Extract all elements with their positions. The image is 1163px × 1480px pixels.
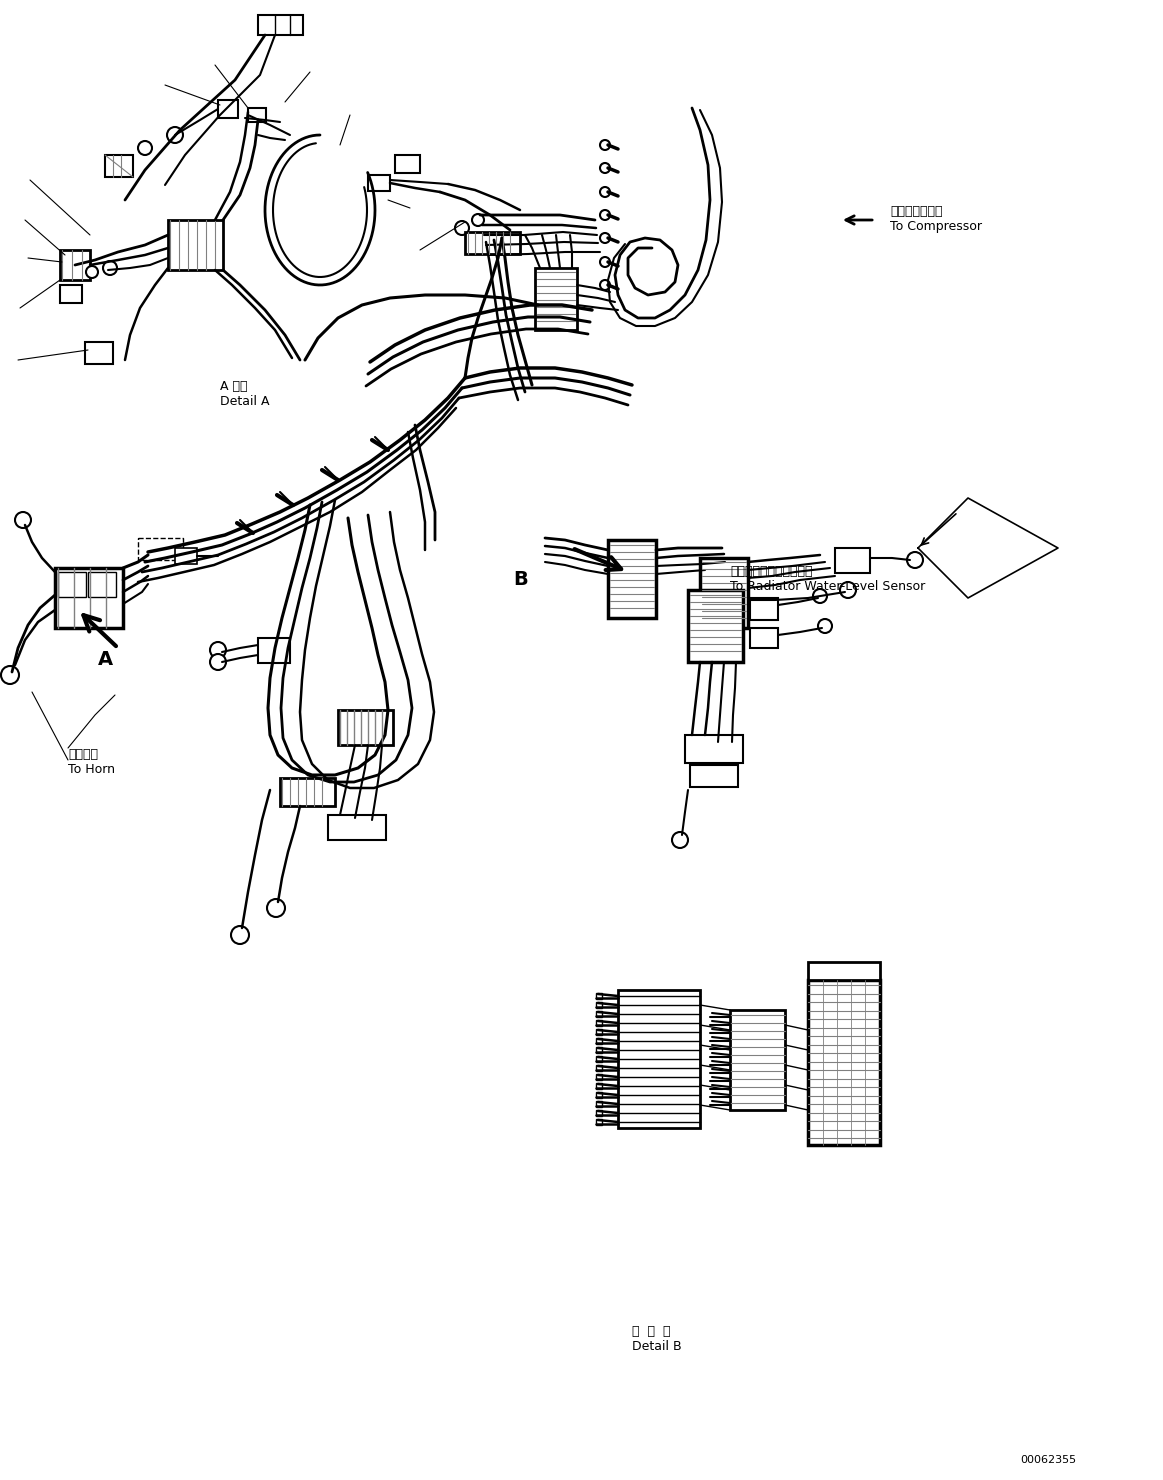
Circle shape bbox=[600, 210, 611, 221]
Circle shape bbox=[15, 512, 31, 528]
Bar bbox=[395, 155, 420, 173]
Bar bbox=[808, 980, 880, 1146]
Text: A: A bbox=[98, 650, 113, 669]
Bar bbox=[595, 1074, 602, 1080]
Text: 日  詳  細
Detail B: 日 詳 細 Detail B bbox=[632, 1325, 682, 1353]
Text: B: B bbox=[513, 570, 528, 589]
Bar bbox=[217, 101, 238, 118]
Bar bbox=[595, 1057, 602, 1063]
Circle shape bbox=[167, 127, 183, 144]
Circle shape bbox=[455, 221, 469, 235]
Bar bbox=[730, 1009, 785, 1110]
Circle shape bbox=[138, 141, 152, 155]
Bar bbox=[595, 993, 602, 999]
Bar bbox=[835, 548, 870, 573]
Bar bbox=[174, 548, 197, 564]
Circle shape bbox=[813, 589, 827, 602]
Bar bbox=[595, 1046, 602, 1052]
Bar bbox=[465, 232, 520, 255]
Bar bbox=[138, 539, 183, 559]
Text: A 詳細
Detail A: A 詳細 Detail A bbox=[220, 380, 270, 408]
Bar bbox=[595, 1011, 602, 1017]
Bar bbox=[750, 598, 778, 620]
Circle shape bbox=[211, 654, 226, 670]
Circle shape bbox=[472, 215, 484, 226]
Circle shape bbox=[600, 258, 611, 266]
Bar bbox=[595, 1029, 602, 1035]
Circle shape bbox=[600, 232, 611, 243]
Bar bbox=[258, 638, 290, 663]
Bar bbox=[750, 628, 778, 648]
Bar bbox=[595, 1092, 602, 1098]
Bar bbox=[60, 250, 90, 280]
Bar bbox=[618, 990, 700, 1128]
Bar bbox=[85, 342, 113, 364]
Circle shape bbox=[818, 619, 832, 633]
Circle shape bbox=[600, 141, 611, 149]
Circle shape bbox=[231, 926, 249, 944]
Bar bbox=[595, 1119, 602, 1125]
Circle shape bbox=[211, 642, 226, 659]
Bar bbox=[248, 108, 266, 121]
Text: コンプレッサへ
To Compressor: コンプレッサへ To Compressor bbox=[890, 206, 982, 232]
Bar bbox=[167, 221, 223, 269]
Circle shape bbox=[600, 163, 611, 173]
Bar bbox=[595, 1083, 602, 1089]
Bar bbox=[60, 286, 83, 303]
Circle shape bbox=[840, 582, 856, 598]
Circle shape bbox=[1, 666, 19, 684]
Bar bbox=[280, 778, 335, 807]
Bar bbox=[595, 1110, 602, 1116]
Bar bbox=[685, 736, 743, 764]
Bar bbox=[258, 15, 304, 36]
Circle shape bbox=[86, 266, 98, 278]
Bar bbox=[608, 540, 656, 619]
Bar bbox=[700, 558, 748, 628]
Circle shape bbox=[600, 280, 611, 290]
Bar bbox=[105, 155, 133, 178]
Bar bbox=[595, 1101, 602, 1107]
Bar bbox=[368, 175, 390, 191]
Bar bbox=[595, 1066, 602, 1072]
Text: ラジェータ水位センサへ
To Radiator Water-Level Sensor: ラジェータ水位センサへ To Radiator Water-Level Sens… bbox=[730, 565, 926, 593]
Circle shape bbox=[104, 260, 117, 275]
Bar bbox=[535, 268, 577, 330]
Bar bbox=[688, 591, 743, 662]
Bar bbox=[328, 815, 386, 841]
Circle shape bbox=[600, 186, 611, 197]
Bar bbox=[58, 571, 86, 596]
Bar bbox=[595, 1002, 602, 1008]
Text: ホーンへ
To Horn: ホーンへ To Horn bbox=[67, 747, 115, 776]
Circle shape bbox=[267, 898, 285, 918]
Bar bbox=[88, 571, 116, 596]
Text: 00062355: 00062355 bbox=[1020, 1455, 1076, 1465]
Bar bbox=[595, 1020, 602, 1026]
Bar bbox=[55, 568, 123, 628]
Bar bbox=[338, 710, 393, 744]
Circle shape bbox=[907, 552, 923, 568]
Bar bbox=[808, 962, 880, 980]
Circle shape bbox=[672, 832, 688, 848]
Bar bbox=[595, 1037, 602, 1043]
Bar bbox=[690, 765, 739, 787]
